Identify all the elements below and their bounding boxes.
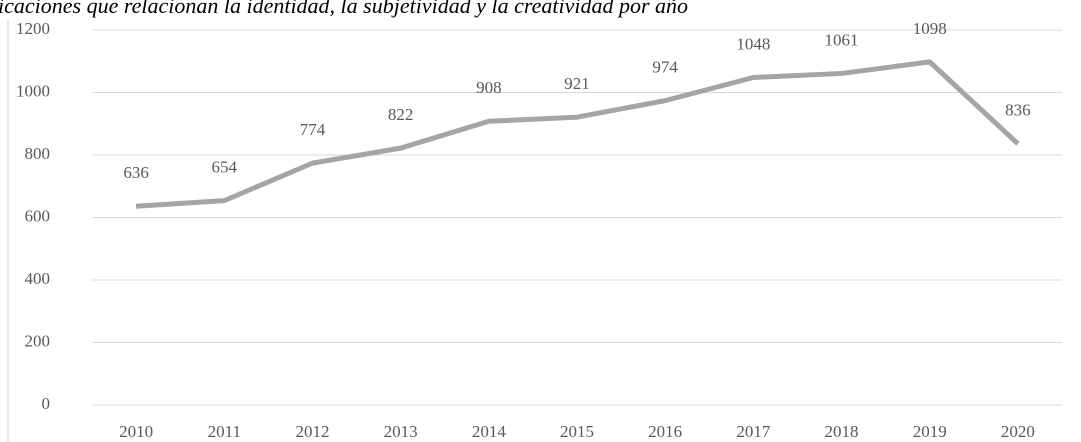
data-label: 654 [212,158,238,177]
x-tick-label: 2010 [119,422,153,441]
chart-title: icaciones que relacionan la identidad, l… [0,0,688,18]
y-tick-label: 400 [25,269,51,288]
data-label: 908 [476,78,502,97]
y-tick-label: 1000 [16,81,50,100]
x-tick-label: 2019 [913,422,947,441]
data-label: 836 [1005,101,1031,120]
x-tick-label: 2011 [208,422,241,441]
y-tick-label: 0 [42,394,51,413]
x-tick-label: 2020 [1001,422,1035,441]
x-tick-label: 2016 [648,422,682,441]
data-label: 1061 [825,30,859,49]
y-tick-label: 200 [25,331,51,350]
data-label: 1098 [913,19,947,38]
x-tick-label: 2013 [384,422,418,441]
data-label: 822 [388,105,414,124]
data-label: 636 [123,163,149,182]
x-tick-label: 2017 [736,422,771,441]
x-tick-label: 2018 [825,422,859,441]
data-label: 974 [652,58,678,77]
y-tick-label: 800 [25,144,51,163]
y-tick-label: 1200 [16,19,50,38]
data-label: 921 [564,74,590,93]
data-label: 774 [300,120,326,139]
x-tick-label: 2015 [560,422,594,441]
y-tick-label: 600 [25,206,51,225]
data-label: 1048 [736,34,770,53]
line [135,59,1020,209]
x-tick-label: 2012 [295,422,329,441]
x-tick-label: 2014 [472,422,507,441]
